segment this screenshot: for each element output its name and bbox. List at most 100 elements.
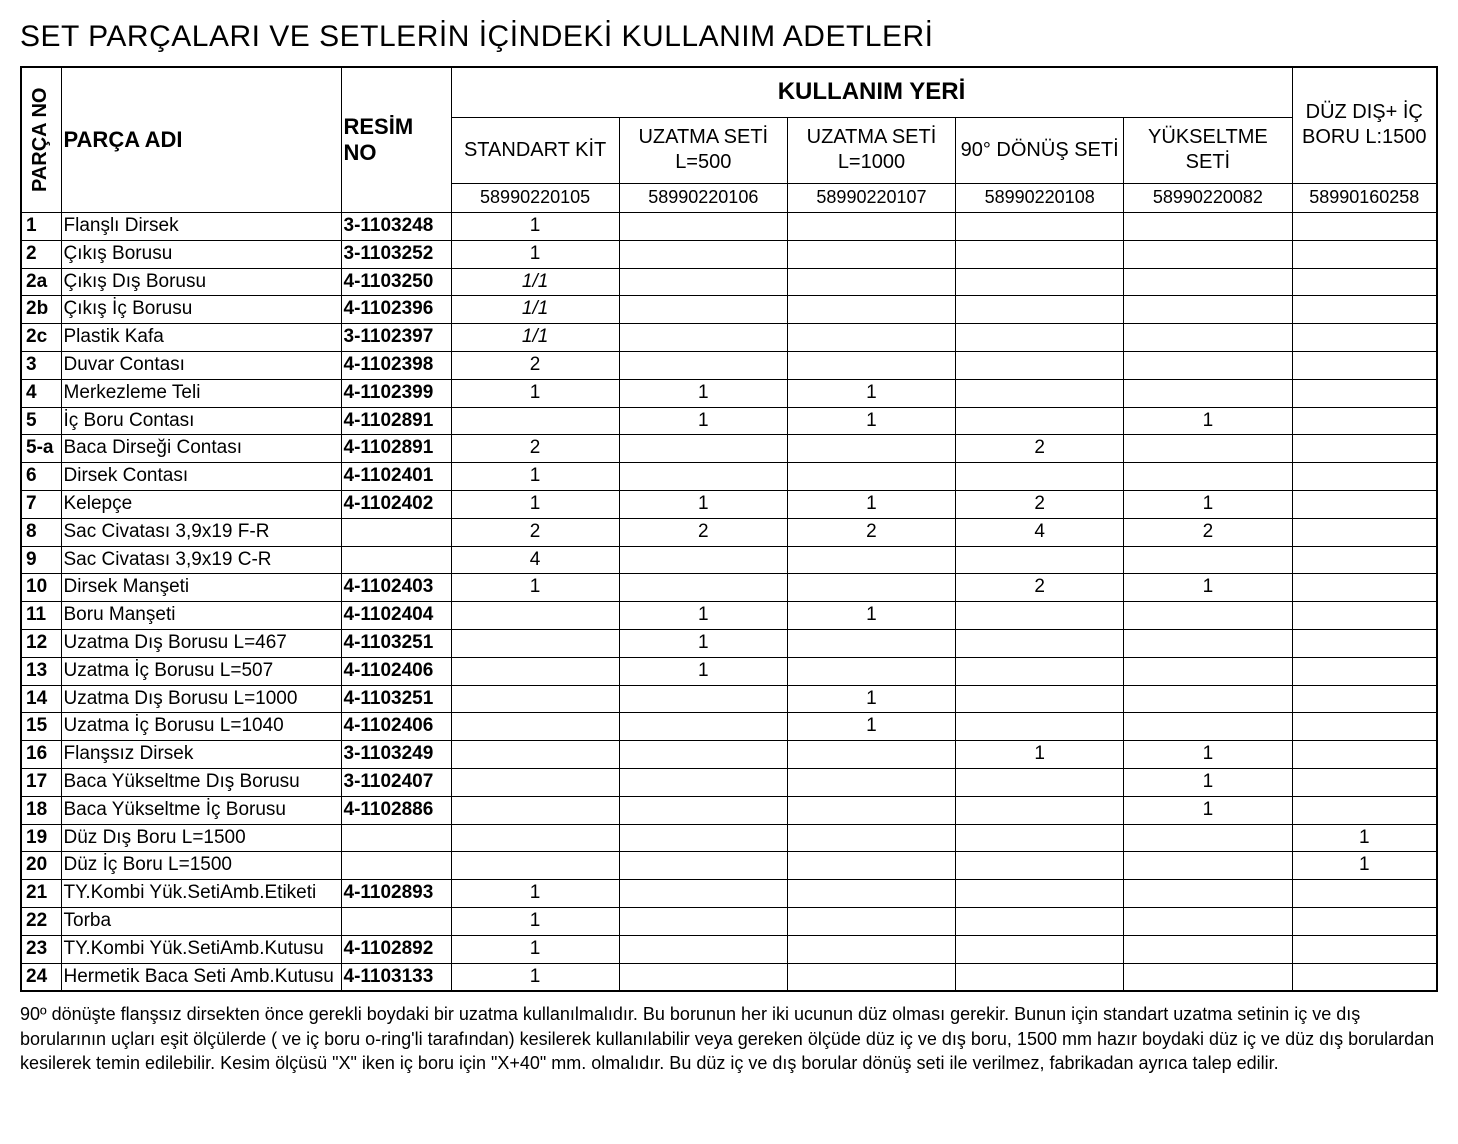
cell-parca-no: 2: [21, 240, 61, 268]
cell-qty: [1292, 741, 1437, 769]
cell-qty: [1124, 463, 1292, 491]
cell-qty: [787, 935, 955, 963]
cell-qty: [1292, 490, 1437, 518]
cell-parca-no: 2c: [21, 324, 61, 352]
cell-qty: [1292, 657, 1437, 685]
cell-resim-no: 4-1102404: [341, 602, 451, 630]
hdr-col2: UZATMA SETİ L=500: [619, 117, 787, 183]
hdr-parca-no: PARÇA NO: [26, 70, 54, 210]
cell-parca-adi: Sac Civatası 3,9x19 F-R: [61, 518, 341, 546]
cell-resim-no: 4-1102402: [341, 490, 451, 518]
cell-qty: [956, 379, 1124, 407]
cell-parca-adi: Çıkış Borusu: [61, 240, 341, 268]
cell-qty: [787, 796, 955, 824]
cell-qty: 2: [956, 435, 1124, 463]
cell-qty: [619, 213, 787, 241]
cell-parca-no: 9: [21, 546, 61, 574]
cell-qty: [1292, 574, 1437, 602]
cell-parca-no: 1: [21, 213, 61, 241]
cell-resim-no: 4-1102406: [341, 713, 451, 741]
cell-qty: [956, 629, 1124, 657]
cell-qty: [619, 240, 787, 268]
cell-qty: [619, 880, 787, 908]
cell-qty: [1124, 629, 1292, 657]
cell-qty: [787, 907, 955, 935]
cell-qty: [1292, 907, 1437, 935]
table-row: 16Flanşsız Dirsek3-110324911: [21, 741, 1437, 769]
hdr-resim-no: RESİM NO: [341, 67, 451, 213]
cell-qty: [1292, 324, 1437, 352]
table-row: 2Çıkış Borusu3-11032521: [21, 240, 1437, 268]
hdr-col3: UZATMA SETİ L=1000: [787, 117, 955, 183]
cell-qty: [1124, 880, 1292, 908]
cell-qty: [619, 852, 787, 880]
cell-resim-no: 4-1102401: [341, 463, 451, 491]
cell-qty: [1124, 240, 1292, 268]
cell-qty: [956, 546, 1124, 574]
cell-resim-no: 3-1102397: [341, 324, 451, 352]
table-row: 20Düz İç Boru L=15001: [21, 852, 1437, 880]
cell-qty: 1: [1124, 490, 1292, 518]
cell-qty: 1: [451, 379, 619, 407]
cell-qty: 1: [619, 602, 787, 630]
cell-resim-no: 3-1103249: [341, 741, 451, 769]
cell-qty: [619, 796, 787, 824]
cell-qty: 4: [956, 518, 1124, 546]
cell-resim-no: 4-1102891: [341, 407, 451, 435]
cell-qty: [619, 268, 787, 296]
cell-resim-no: 4-1102892: [341, 935, 451, 963]
cell-parca-adi: Uzatma İç Borusu L=507: [61, 657, 341, 685]
cell-parca-no: 15: [21, 713, 61, 741]
cell-qty: [1292, 602, 1437, 630]
table-row: 21TY.Kombi Yük.SetiAmb.Etiketi4-11028931: [21, 880, 1437, 908]
cell-qty: [1124, 296, 1292, 324]
cell-qty: 1: [451, 935, 619, 963]
hdr-col5: YÜKSELTME SETİ: [1124, 117, 1292, 183]
cell-parca-adi: Sac Civatası 3,9x19 C-R: [61, 546, 341, 574]
table-row: 14Uzatma Dış Borusu L=10004-11032511: [21, 685, 1437, 713]
cell-parca-no: 11: [21, 602, 61, 630]
cell-qty: [787, 852, 955, 880]
cell-parca-adi: Kelepçe: [61, 490, 341, 518]
cell-qty: 1: [451, 463, 619, 491]
cell-resim-no: 4-1102396: [341, 296, 451, 324]
cell-parca-adi: Çıkış Dış Borusu: [61, 268, 341, 296]
cell-resim-no: 4-1102893: [341, 880, 451, 908]
cell-qty: 1: [451, 213, 619, 241]
cell-qty: [451, 407, 619, 435]
cell-qty: [1292, 713, 1437, 741]
cell-parca-adi: Baca Yükseltme Dış Borusu: [61, 768, 341, 796]
cell-parca-no: 4: [21, 379, 61, 407]
cell-resim-no: 3-1103252: [341, 240, 451, 268]
cell-qty: [619, 741, 787, 769]
table-row: 12Uzatma Dış Borusu L=4674-11032511: [21, 629, 1437, 657]
cell-qty: [787, 574, 955, 602]
cell-qty: [1292, 796, 1437, 824]
cell-qty: [619, 324, 787, 352]
cell-qty: 2: [1124, 518, 1292, 546]
cell-qty: [451, 796, 619, 824]
cell-qty: [1292, 213, 1437, 241]
cell-qty: [956, 963, 1124, 991]
cell-qty: [956, 685, 1124, 713]
cell-parca-adi: Uzatma Dış Borusu L=1000: [61, 685, 341, 713]
cell-qty: [1292, 768, 1437, 796]
cell-qty: 2: [451, 435, 619, 463]
cell-qty: [451, 741, 619, 769]
cell-qty: [1124, 351, 1292, 379]
cell-qty: 1: [451, 963, 619, 991]
cell-qty: [1124, 268, 1292, 296]
cell-qty: [451, 685, 619, 713]
cell-qty: [956, 268, 1124, 296]
cell-qty: [1124, 824, 1292, 852]
cell-qty: [787, 324, 955, 352]
cell-qty: 1: [451, 240, 619, 268]
cell-qty: [451, 713, 619, 741]
cell-parca-adi: Torba: [61, 907, 341, 935]
cell-qty: 1: [451, 574, 619, 602]
cell-qty: [1292, 546, 1437, 574]
cell-parca-adi: Flanşsız Dirsek: [61, 741, 341, 769]
cell-qty: [787, 880, 955, 908]
cell-qty: [956, 240, 1124, 268]
cell-qty: [1124, 657, 1292, 685]
